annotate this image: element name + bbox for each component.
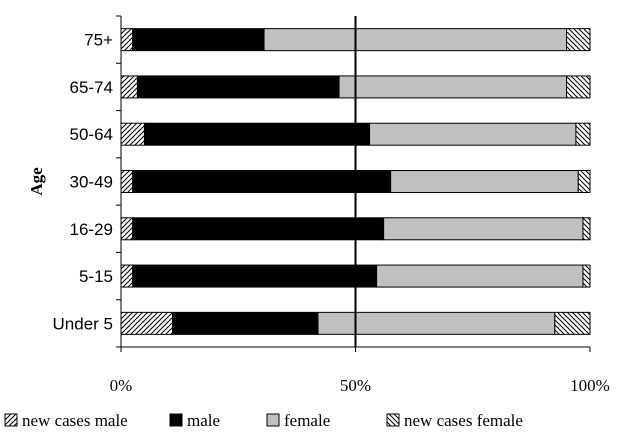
bar-new-cases-female-65-74: [566, 75, 591, 99]
axes: [116, 15, 591, 352]
legend: new cases male male female new cases female: [4, 411, 523, 430]
legend-swatch: [169, 413, 183, 427]
category-label: 50-64: [70, 125, 113, 144]
category-label: Under 5: [53, 314, 113, 333]
legend-item-female: female: [266, 411, 330, 430]
bar-new-cases-male-65-74: [120, 75, 138, 99]
bar-new-cases-female-75: [566, 28, 591, 52]
y-axis-title: Age: [27, 167, 46, 196]
bar-female-16-29: [383, 217, 584, 241]
bar-male-75: [132, 28, 265, 52]
legend-label: male: [187, 411, 220, 430]
legend-item-new-cases-male: new cases male: [4, 411, 128, 430]
bar-female-5-15: [376, 264, 584, 288]
legend-swatch: [266, 413, 280, 427]
bar-new-cases-female-16-29: [582, 217, 591, 241]
legend-item-new-cases-female: new cases female: [386, 411, 523, 430]
x-tick-label: 50%: [340, 376, 371, 395]
bar-male-under-5: [172, 311, 319, 335]
bar-new-cases-male-30-49: [120, 170, 134, 193]
bar-new-cases-male-50-64: [120, 122, 145, 146]
category-label: 75+: [84, 31, 113, 50]
bar-male-5-15: [132, 264, 378, 288]
bar-new-cases-female-50-64: [575, 122, 591, 146]
legend-label: female: [284, 411, 330, 430]
x-tick-label: 0%: [110, 376, 133, 395]
category-label: 5-15: [79, 267, 113, 286]
bar-female-30-49: [390, 170, 579, 193]
category-label: 65-74: [70, 78, 113, 97]
bar-female-65-74: [338, 75, 568, 99]
plot-area: [120, 28, 591, 335]
legend-label: new cases male: [22, 411, 128, 430]
bar-new-cases-male-under-5: [120, 311, 174, 335]
legend-swatch: [386, 413, 400, 427]
legend-swatch: [4, 413, 18, 427]
labels: 75+ 65-74 50-64 30-49 16-29 5-15 Under 5 0% 50% 1…: [27, 31, 610, 395]
bar-new-cases-male-75: [120, 28, 134, 52]
legend-item-male: male: [169, 411, 220, 430]
bar-male-65-74: [136, 75, 340, 99]
category-label: 30-49: [70, 173, 113, 192]
bar-new-cases-male-5-15: [120, 264, 134, 288]
category-label: 16-29: [70, 220, 113, 239]
bar-new-cases-male-16-29: [120, 217, 134, 241]
bar-new-cases-female-under-5: [554, 311, 591, 335]
bar-female-75: [263, 28, 568, 52]
legend-label: new cases female: [404, 411, 523, 430]
bar-male-30-49: [132, 170, 392, 193]
bar-new-cases-female-30-49: [577, 170, 591, 193]
bar-female-under-5: [317, 311, 556, 335]
bar-new-cases-female-5-15: [582, 264, 591, 288]
x-tick-label: 100%: [570, 376, 610, 395]
bar-male-50-64: [143, 122, 371, 146]
bar-male-16-29: [132, 217, 385, 241]
bar-female-50-64: [369, 122, 577, 146]
